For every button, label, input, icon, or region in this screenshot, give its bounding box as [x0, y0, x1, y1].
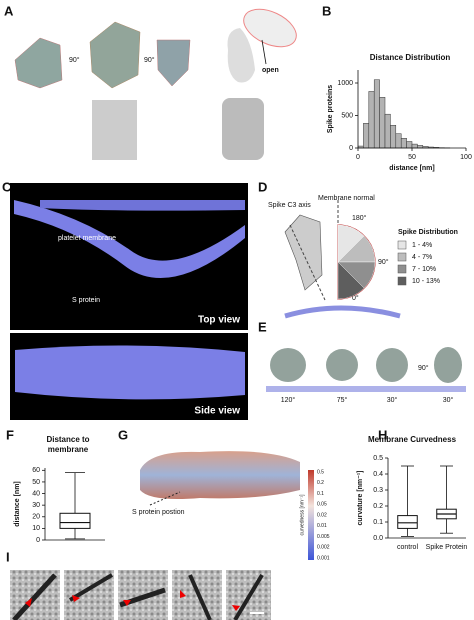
bar — [368, 91, 375, 149]
angle-label: 120° — [281, 396, 296, 404]
colorbar-label: 0.1 — [317, 491, 324, 497]
y-tick-label: 10 — [32, 525, 40, 532]
panel-i — [10, 570, 271, 620]
y-tick-label: 0 — [36, 537, 40, 544]
colorbar-label: 0.2 — [317, 480, 324, 486]
legend-label: 10 - 13% — [412, 278, 440, 285]
colorbar-label: 0.005 — [317, 534, 330, 540]
panel-label: F — [6, 427, 14, 442]
panel-label: C — [2, 179, 12, 194]
colorbar-label: 0.02 — [317, 512, 327, 518]
y-tick-label: 0.5 — [373, 455, 383, 462]
colorbar-label: 0.002 — [317, 545, 330, 551]
panel-c: platelet membrane S protein Top view Sid… — [10, 183, 248, 420]
legend-label: 7 - 10% — [412, 266, 436, 273]
legend-label: 4 - 7% — [412, 254, 432, 261]
angle-label: 75° — [337, 396, 348, 404]
y-tick-label: 0 — [349, 145, 353, 152]
annotation: S protein postion — [132, 509, 185, 516]
colorbar-label: 0.01 — [317, 523, 327, 529]
legend-swatch — [397, 240, 407, 250]
bar — [411, 143, 418, 149]
bar — [379, 97, 386, 149]
rotation-label: 90° — [418, 364, 429, 372]
y-tick-label: 0.1 — [373, 519, 383, 526]
y-tick-label: 500 — [341, 112, 353, 119]
x-tick-label: Spike Protein — [426, 544, 468, 551]
panel-label: B — [322, 3, 331, 18]
box — [59, 512, 91, 529]
panel-label: G — [118, 427, 128, 442]
y-tick-label: 1000 — [337, 80, 353, 87]
annotation: S protein — [72, 297, 100, 304]
panel-label: I — [6, 549, 10, 564]
colorbar-label: 0.05 — [317, 502, 327, 508]
bar — [373, 79, 380, 149]
view-label: Side view — [194, 406, 240, 417]
y-tick-label: 50 — [32, 479, 40, 486]
angle-label: 30° — [387, 396, 398, 404]
legend-label: 1 - 4% — [412, 242, 432, 249]
panel-label: H — [378, 427, 387, 442]
box — [397, 515, 418, 529]
colorbar-label: 0.001 — [317, 555, 330, 561]
wedge — [337, 261, 365, 300]
colorbar-title: curvedness [nm⁻¹] — [299, 494, 305, 536]
view-label: Top view — [198, 315, 240, 326]
y-tick-label: 0.0 — [373, 535, 383, 542]
bar — [400, 138, 407, 149]
bar — [363, 123, 370, 149]
angle-label: 0° — [352, 294, 359, 302]
rotation-label: 90° — [144, 56, 155, 64]
annotation: Membrane normal — [318, 195, 375, 202]
chart-title: Distance to — [46, 435, 89, 444]
y-tick-label: 30 — [32, 502, 40, 509]
legend-title: Spike Distribution — [398, 229, 458, 236]
bar — [384, 113, 391, 149]
y-tick-label: 40 — [32, 490, 40, 497]
angle-label: 180° — [352, 214, 367, 222]
chart-title: membrane — [48, 445, 89, 454]
panel-label: A — [4, 3, 14, 18]
panel-label: E — [258, 319, 267, 334]
y-axis-label: Spike proteins — [327, 85, 334, 133]
angle-label: 30° — [443, 396, 454, 404]
x-axis-label: distance [nm] — [389, 165, 435, 172]
rotation-label: 90° — [69, 56, 80, 64]
y-axis-label: curvature [nm⁻¹] — [357, 470, 364, 525]
y-tick-label: 0.4 — [373, 471, 383, 478]
bar — [390, 125, 397, 149]
panel-g: S protein postion curvedness [nm⁻¹] — [132, 451, 314, 560]
panel-label: D — [258, 179, 267, 194]
y-tick-label: 0.3 — [373, 487, 383, 494]
y-axis-label: distance [nm] — [14, 481, 21, 527]
x-tick-label: 100 — [460, 154, 472, 161]
panel-a: 90° 90° open — [14, 8, 297, 160]
legend-swatch — [397, 276, 407, 286]
chart-title: Membrane Curvedness — [368, 435, 457, 444]
y-tick-label: 60 — [32, 467, 40, 474]
annotation: platelet membrane — [58, 235, 116, 242]
chart-title: Distance Distribution — [370, 53, 451, 62]
legend-swatch — [397, 252, 407, 262]
x-tick-label: control — [397, 544, 418, 551]
bar — [395, 133, 402, 149]
colorbar-label: 0.5 — [317, 469, 324, 475]
y-tick-label: 20 — [32, 514, 40, 521]
legend-swatch — [397, 264, 407, 274]
angle-label: 90° — [378, 258, 389, 266]
x-tick-label: 0 — [356, 154, 360, 161]
bar — [406, 141, 413, 149]
panel-e: 120° 75° 30° 30° 90° — [266, 347, 466, 404]
open-label: open — [262, 67, 279, 74]
annotation: Spike C3 axis — [268, 202, 311, 209]
y-tick-label: 0.2 — [373, 503, 383, 510]
x-tick-label: 50 — [408, 154, 416, 161]
